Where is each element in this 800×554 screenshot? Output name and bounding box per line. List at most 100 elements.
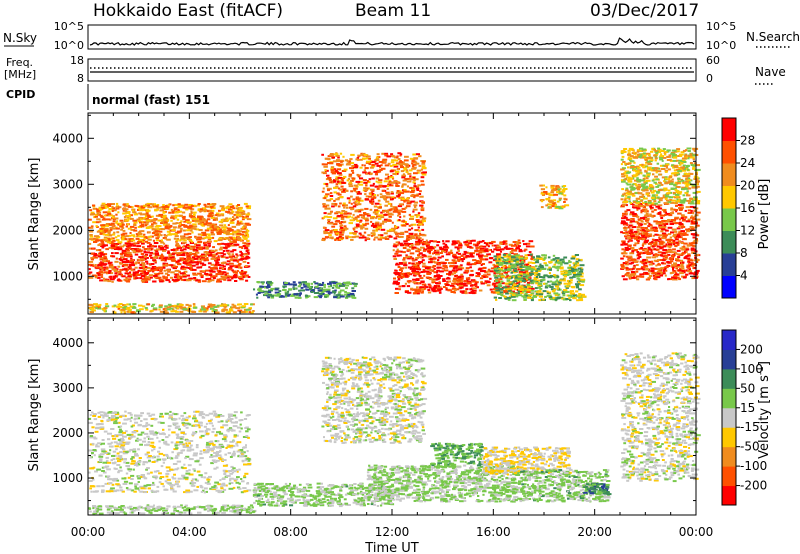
echo-cell bbox=[151, 223, 154, 226]
echo-cell bbox=[370, 191, 374, 194]
echo-cell bbox=[400, 210, 403, 213]
echo-cell bbox=[524, 248, 528, 251]
echo-cell bbox=[123, 235, 127, 238]
echo-cell bbox=[519, 265, 525, 268]
echo-cell bbox=[456, 256, 461, 259]
echo-cell bbox=[232, 311, 237, 314]
echo-cell bbox=[154, 266, 159, 269]
echo-cell bbox=[413, 172, 418, 175]
echo-cell bbox=[398, 288, 401, 291]
echo-cell bbox=[228, 238, 232, 241]
echo-cell bbox=[580, 272, 584, 275]
echo-cell bbox=[171, 264, 176, 267]
echo-cell bbox=[105, 218, 111, 221]
echo-cell bbox=[329, 153, 334, 155]
echo-cell bbox=[576, 262, 580, 264]
echo-cell bbox=[341, 210, 346, 212]
noise-sky-label: N.Sky bbox=[3, 31, 37, 45]
echo-cell bbox=[130, 238, 134, 241]
echo-cell bbox=[193, 204, 197, 207]
echo-cell bbox=[141, 265, 146, 268]
echo-cell bbox=[136, 248, 141, 251]
echo-cell bbox=[317, 289, 323, 292]
echo-cell bbox=[98, 271, 103, 274]
nave-label: Nave bbox=[755, 65, 786, 79]
echo-cell bbox=[387, 182, 391, 185]
echo-cell bbox=[292, 283, 297, 286]
echo-cell bbox=[297, 285, 301, 288]
echo-cell bbox=[645, 212, 649, 215]
echo-cell bbox=[242, 215, 245, 218]
echo-cell bbox=[219, 229, 222, 232]
echo-cell bbox=[124, 219, 130, 222]
echo-cell bbox=[541, 194, 545, 196]
echo-cell bbox=[331, 172, 337, 175]
echo-cell bbox=[458, 279, 462, 282]
echo-cell bbox=[421, 254, 425, 257]
echo-cell bbox=[103, 307, 108, 310]
echo-cell bbox=[409, 267, 415, 270]
echo-cell bbox=[687, 209, 692, 212]
echo-cell bbox=[433, 275, 438, 278]
echo-cell bbox=[201, 231, 207, 234]
echo-cell bbox=[453, 256, 459, 259]
echo-cell bbox=[218, 220, 223, 223]
echo-cell bbox=[411, 165, 415, 168]
echo-cell bbox=[155, 250, 159, 253]
echo-cell bbox=[189, 229, 193, 232]
echo-cell bbox=[215, 226, 218, 229]
echo-cell bbox=[207, 203, 211, 205]
echo-cell bbox=[188, 277, 193, 280]
echo-cell bbox=[150, 263, 155, 265]
echo-cell bbox=[339, 289, 345, 292]
echo-cell bbox=[144, 272, 150, 274]
echo-cell bbox=[394, 252, 399, 255]
echo-cell bbox=[181, 265, 185, 268]
echo-cell bbox=[333, 191, 337, 194]
echo-cell bbox=[457, 258, 462, 261]
echo-cell bbox=[517, 268, 523, 271]
echo-cell bbox=[108, 214, 113, 217]
echo-cell bbox=[511, 281, 514, 284]
echo-cell bbox=[412, 176, 416, 179]
echo-cell bbox=[525, 279, 529, 282]
echo-cell bbox=[101, 202, 106, 205]
echo-cell bbox=[129, 255, 133, 258]
echo-cell bbox=[530, 287, 535, 290]
echo-cell bbox=[263, 290, 268, 293]
echo-cell bbox=[464, 292, 467, 294]
echo-cell bbox=[199, 238, 202, 241]
echo-cell bbox=[350, 153, 355, 156]
echo-cell bbox=[383, 218, 388, 221]
echo-cell bbox=[144, 307, 148, 309]
echo-cell bbox=[293, 293, 299, 296]
echo-cell bbox=[186, 229, 191, 232]
echo-cell bbox=[535, 270, 538, 273]
echo-cell bbox=[181, 275, 187, 278]
echo-cell bbox=[117, 211, 120, 214]
echo-cell bbox=[107, 262, 112, 265]
echo-cell bbox=[170, 310, 174, 313]
echo-cell bbox=[419, 274, 422, 277]
echo-cell bbox=[193, 261, 198, 264]
echo-cell bbox=[326, 174, 330, 177]
echo-cell bbox=[91, 213, 96, 215]
echo-cell bbox=[234, 273, 238, 276]
echo-cell bbox=[321, 283, 326, 286]
echo-cell bbox=[223, 278, 227, 281]
echo-cell bbox=[193, 277, 197, 279]
freq-right-tick-high: 60 bbox=[706, 54, 720, 67]
echo-cell bbox=[472, 259, 477, 262]
echo-cell bbox=[415, 279, 420, 281]
echo-cell bbox=[567, 294, 572, 297]
echo-cell bbox=[104, 233, 109, 236]
echo-cell bbox=[334, 289, 337, 292]
echo-cell bbox=[90, 225, 94, 228]
echo-cell bbox=[407, 266, 412, 269]
echo-cell bbox=[500, 256, 505, 259]
echo-cell bbox=[177, 277, 180, 280]
echo-cell bbox=[335, 211, 341, 214]
echo-cell bbox=[349, 167, 354, 170]
echo-cell bbox=[580, 275, 584, 278]
echo-cell bbox=[345, 296, 349, 299]
